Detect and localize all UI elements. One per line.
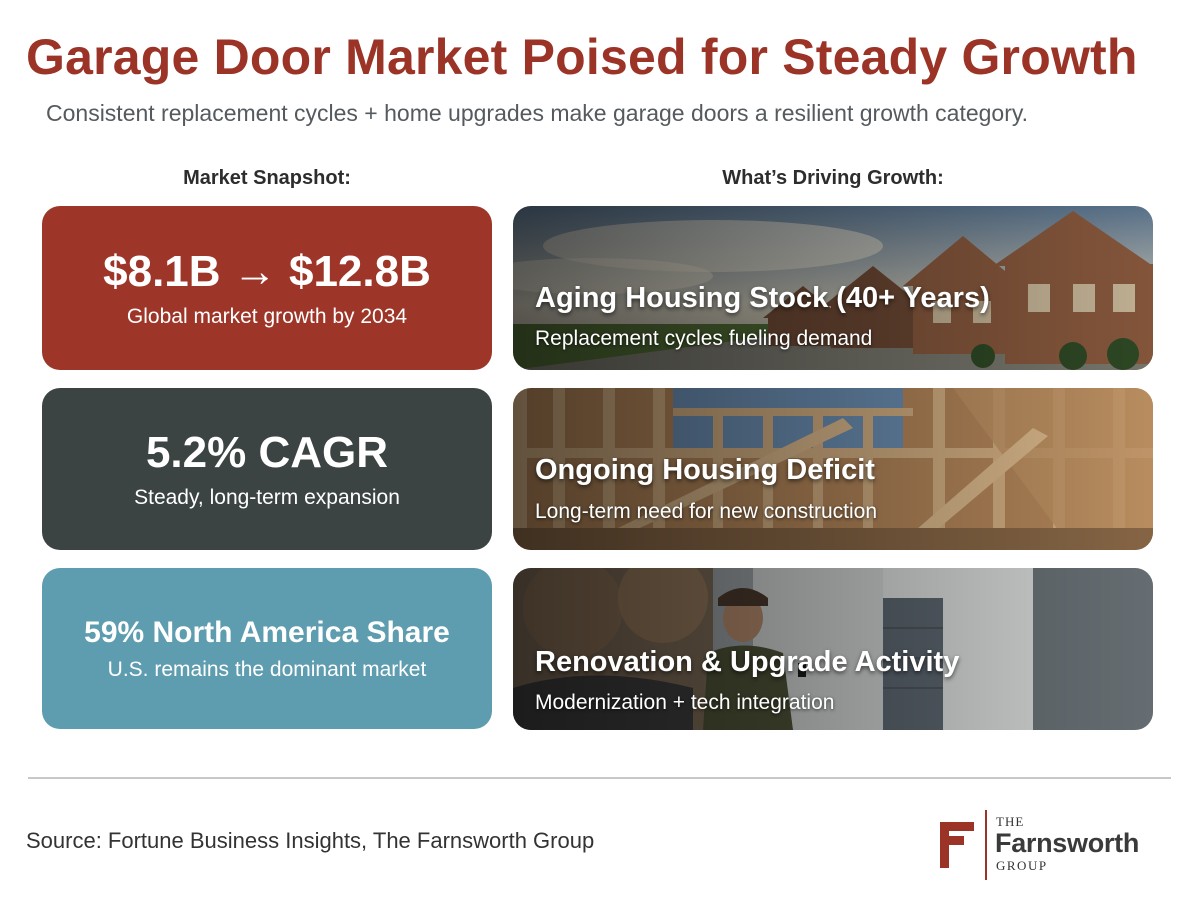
logo-divider bbox=[985, 810, 987, 880]
driver-title: Aging Housing Stock (40+ Years) bbox=[535, 282, 990, 314]
north-america-share-caption: U.S. remains the dominant market bbox=[107, 657, 427, 681]
photo-overlay bbox=[513, 388, 1153, 550]
source-note: Source: Fortune Business Insights, The F… bbox=[26, 828, 595, 853]
driver-card-aging-housing: Aging Housing Stock (40+ Years) Replacem… bbox=[513, 206, 1153, 370]
driver-caption: Replacement cycles fueling demand bbox=[535, 327, 873, 350]
driver-title: Renovation & Upgrade Activity bbox=[535, 646, 960, 678]
driver-caption: Modernization + tech integration bbox=[535, 691, 835, 714]
farnsworth-f-icon bbox=[940, 822, 974, 868]
market-size-card: $8.1B → $12.8B Global market growth by 2… bbox=[42, 206, 492, 370]
market-size-caption: Global market growth by 2034 bbox=[126, 305, 408, 328]
cagr-card: 5.2% CAGR Steady, long-term expansion bbox=[42, 388, 492, 550]
driver-card-renovation: Renovation & Upgrade Activity Modernizat… bbox=[513, 568, 1153, 730]
logo-name: Farnsworth bbox=[995, 828, 1140, 858]
growth-drivers-heading: What’s Driving Growth: bbox=[722, 167, 944, 189]
page-title: Garage Door Market Poised for Steady Gro… bbox=[26, 29, 1138, 85]
cagr-caption: Steady, long-term expansion bbox=[134, 486, 400, 509]
photo-overlay bbox=[513, 206, 1153, 370]
logo-the: THE bbox=[996, 814, 1025, 829]
market-snapshot-heading: Market Snapshot: bbox=[183, 167, 351, 189]
driver-title: Ongoing Housing Deficit bbox=[535, 454, 875, 486]
logo-group: GROUP bbox=[996, 858, 1048, 873]
driver-card-housing-deficit: Ongoing Housing Deficit Long-term need f… bbox=[513, 388, 1153, 550]
farnsworth-logo: THE Farnsworth GROUP bbox=[940, 808, 1170, 884]
cagr-value: 5.2% CAGR bbox=[145, 428, 389, 477]
driver-caption: Long-term need for new construction bbox=[535, 500, 878, 523]
north-america-share-card: 59% North America Share U.S. remains the… bbox=[42, 568, 492, 729]
north-america-share-value: 59% North America Share bbox=[84, 615, 450, 649]
photo-overlay bbox=[513, 568, 1153, 730]
page-subtitle: Consistent replacement cycles + home upg… bbox=[46, 100, 1029, 126]
market-size-value: $8.1B → $12.8B bbox=[103, 247, 431, 296]
footer-divider bbox=[28, 777, 1171, 779]
